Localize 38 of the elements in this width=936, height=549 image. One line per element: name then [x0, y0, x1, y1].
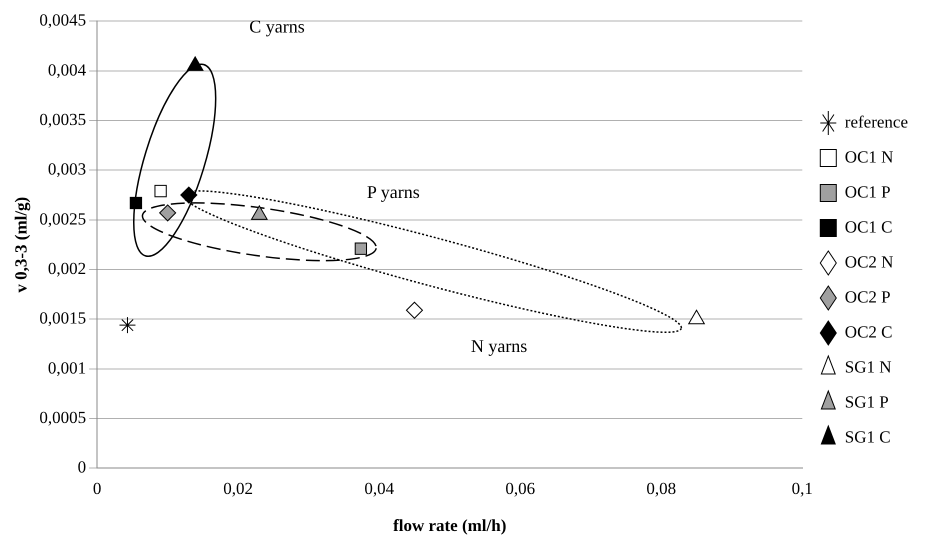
legend-label: SG1 N — [844, 357, 892, 376]
point — [154, 184, 167, 198]
y-tick-label: 0,003 — [48, 160, 86, 179]
legend-label: reference — [844, 112, 908, 132]
legend-label: OC2 P — [844, 287, 891, 306]
legend-label: OC1 C — [844, 217, 893, 236]
x-tick-label: 0,08 — [646, 478, 676, 498]
x-tick-label: 0,1 — [792, 478, 813, 498]
legend-label: OC1 P — [844, 182, 891, 202]
y-tick-label: 0,002 — [48, 259, 86, 278]
legend-label: SG1 P — [844, 392, 889, 412]
y-tick-label: 0,0015 — [39, 308, 86, 328]
y-tick-label: 0,001 — [48, 358, 86, 378]
point — [130, 196, 142, 210]
legend-label: SG1 C — [844, 427, 891, 446]
point — [180, 186, 198, 204]
y-tick-label: 0,0045 — [39, 10, 86, 30]
annotation: N yarns — [470, 336, 528, 356]
x-tick-label: 0 — [92, 478, 102, 498]
point — [354, 242, 368, 255]
y-tick-label: 0,0005 — [39, 408, 86, 427]
y-tick-label: 0,0035 — [39, 110, 86, 129]
x-tick-label: 0,04 — [364, 478, 395, 498]
legend-label: OC2 N — [844, 252, 894, 272]
point — [159, 204, 176, 222]
y-axis-title: v 0,3-3 (ml/g) — [12, 196, 31, 293]
annotation: P yarns — [366, 182, 420, 202]
annotation: C yarns — [249, 16, 305, 37]
y-tick-label: 0,0025 — [39, 209, 86, 228]
y-tick-label: 0,004 — [48, 60, 87, 80]
y-tick-label: 0 — [78, 458, 86, 477]
x-axis-title: flow rate (ml/h) — [393, 516, 506, 536]
legend-label: OC1 N — [844, 147, 894, 166]
point — [118, 316, 136, 334]
x-tick-label: 0,02 — [223, 478, 254, 498]
x-tick-label: 0,06 — [505, 478, 536, 498]
legend-label: OC2 C — [844, 322, 893, 342]
point — [406, 302, 423, 319]
